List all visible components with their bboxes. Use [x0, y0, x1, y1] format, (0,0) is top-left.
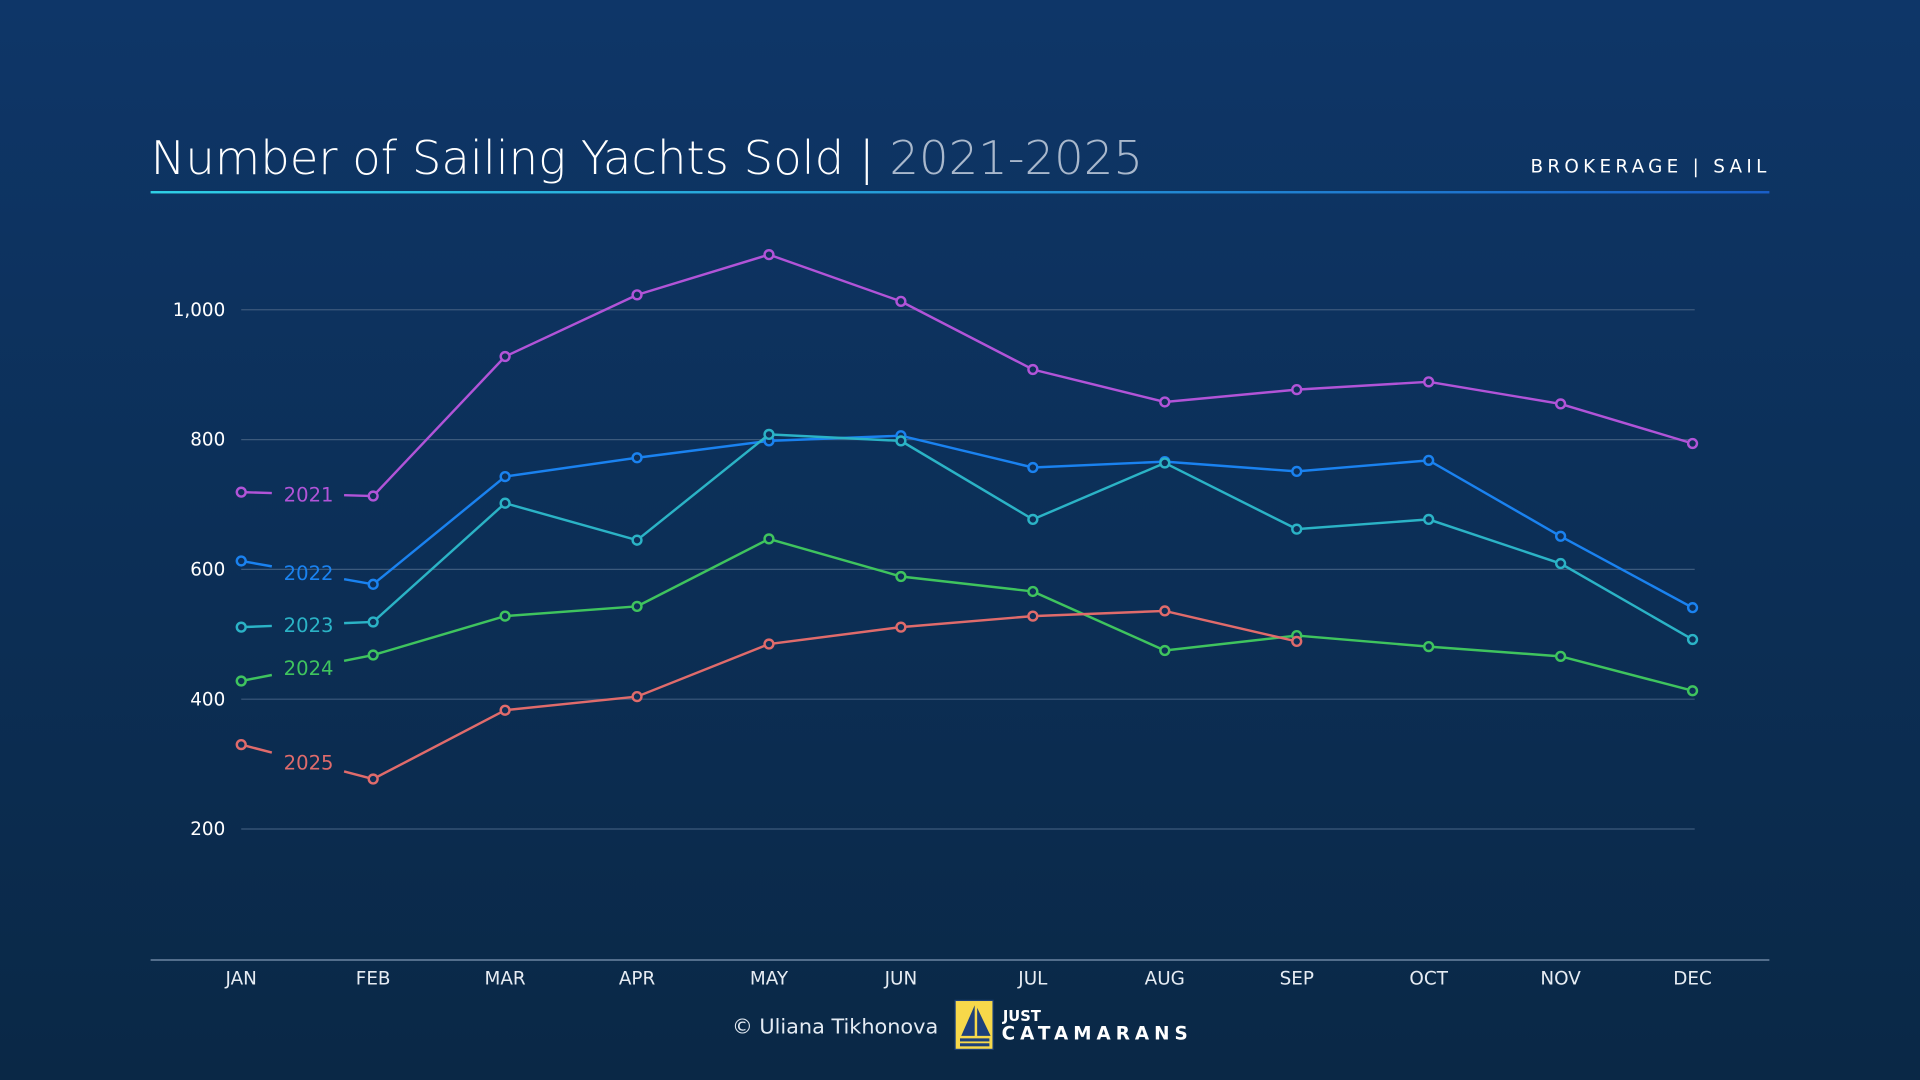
data-point [1027, 585, 1039, 598]
credit-text: © Uliana Tikhonova [732, 1014, 938, 1038]
header-tag: BROKERAGE | SAIL [1530, 157, 1770, 178]
data-point [631, 452, 643, 464]
title-main: Number of Sailing Yachts Sold | [151, 131, 890, 186]
data-point [1027, 610, 1039, 622]
data-point [631, 690, 643, 703]
data-point [499, 497, 511, 509]
data-point [367, 578, 379, 590]
series-2024: 2024 [235, 533, 1699, 697]
data-point [1423, 454, 1435, 466]
data-point [1686, 602, 1699, 614]
data-point [763, 638, 775, 650]
data-point [367, 490, 379, 502]
data-point [367, 773, 379, 785]
x-tick-label: JUN [884, 968, 918, 989]
data-point [1686, 437, 1699, 450]
x-tick-label: FEB [356, 968, 391, 989]
data-point [235, 621, 247, 633]
series-line [372, 609, 1298, 781]
data-point [1423, 513, 1435, 526]
data-point [1291, 465, 1303, 478]
series-label: 2025 [284, 752, 334, 775]
data-point [763, 533, 775, 545]
data-point [235, 675, 247, 687]
x-tick-label: APR [619, 968, 656, 989]
data-point [367, 616, 379, 628]
x-tick-label: OCT [1409, 968, 1448, 989]
data-point [1159, 457, 1171, 469]
data-point [1291, 383, 1303, 396]
data-point [1027, 461, 1039, 474]
data-point [631, 534, 643, 546]
y-tick-label: 600 [190, 560, 225, 581]
x-tick-label: MAY [750, 968, 789, 989]
data-point [895, 435, 907, 447]
series-2021: 2021 [235, 248, 1699, 506]
chart-title: Number of Sailing Yachts Sold | 2021-202… [151, 131, 1143, 186]
data-point [1291, 523, 1303, 535]
x-tick-label: JAN [225, 968, 257, 989]
x-tick-label: DEC [1673, 968, 1712, 989]
data-point [763, 248, 775, 261]
series-label: 2021 [284, 483, 334, 506]
data-point [631, 600, 643, 613]
x-tick-label: AUG [1145, 968, 1185, 989]
x-tick-label: MAR [485, 968, 526, 989]
data-point [1291, 635, 1303, 648]
series-label: 2022 [284, 562, 334, 585]
data-point [499, 470, 511, 483]
series-label: 2023 [284, 614, 334, 637]
data-point [1554, 398, 1567, 410]
y-tick-label: 1,000 [173, 300, 226, 321]
title-years: 2021-2025 [889, 131, 1143, 185]
series-2025: 2025 [235, 605, 1303, 785]
data-point [1423, 376, 1435, 388]
y-tick-label: 200 [190, 819, 225, 840]
data-point [895, 621, 907, 633]
data-point [1027, 363, 1039, 376]
data-point [499, 350, 511, 363]
data-point [1159, 605, 1171, 617]
x-tick-label: SEP [1280, 968, 1314, 989]
y-tick-label: 400 [190, 689, 225, 710]
series-2023: 2023 [235, 428, 1699, 646]
data-point [1686, 685, 1699, 697]
logo-line1: JUST [1002, 1008, 1041, 1025]
data-point [235, 738, 247, 751]
data-point [895, 295, 907, 307]
data-point [763, 428, 775, 441]
data-point [367, 649, 379, 661]
x-tick-label: JUL [1017, 968, 1048, 989]
data-point [631, 289, 643, 301]
data-point [895, 570, 907, 583]
title-rule [150, 191, 1770, 194]
data-point [1554, 530, 1567, 542]
y-tick-label: 800 [190, 430, 225, 451]
data-point [235, 486, 247, 498]
x-tick-label: NOV [1540, 968, 1581, 989]
data-point [1554, 557, 1567, 570]
data-point [1159, 644, 1171, 657]
data-point [1423, 640, 1435, 653]
series-label: 2024 [284, 657, 334, 680]
data-point [499, 704, 511, 716]
data-point [1686, 633, 1699, 646]
data-point [1554, 650, 1567, 662]
data-point [1027, 513, 1039, 526]
data-point [499, 610, 511, 622]
data-point [1159, 396, 1171, 408]
data-point [235, 555, 247, 567]
